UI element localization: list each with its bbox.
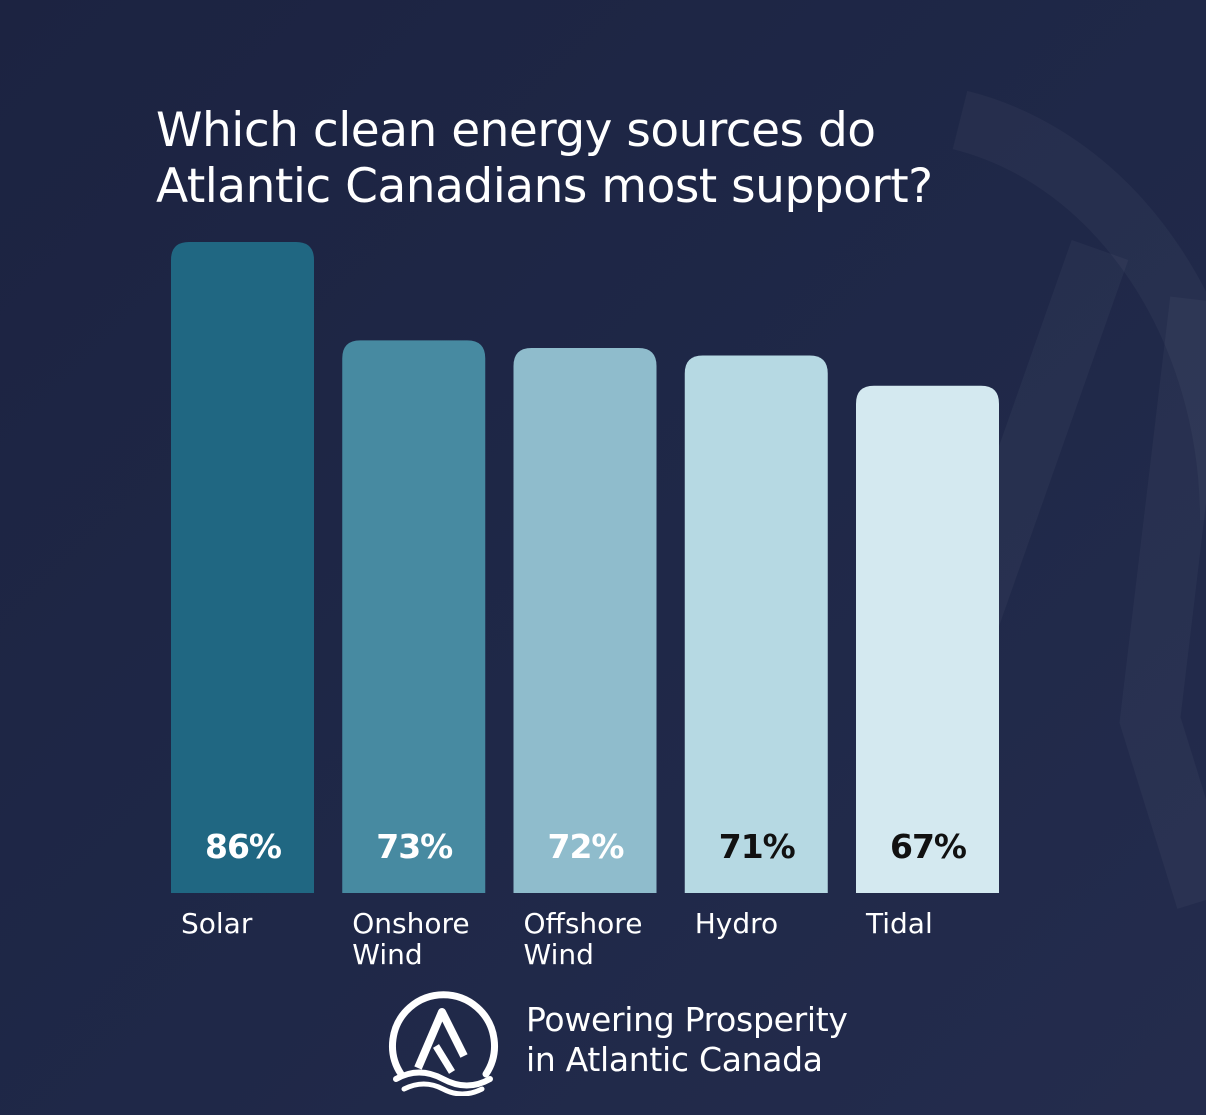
chart-title-line-1: Which clean energy sources do — [156, 103, 876, 158]
bar-value-label: 72% — [548, 827, 625, 866]
bar-value-label: 67% — [890, 827, 967, 866]
footer-line-2: in Atlantic Canada — [526, 1040, 823, 1079]
bar-value-label: 86% — [205, 827, 282, 866]
category-label: Solar — [181, 907, 253, 940]
category-label: Hydro — [695, 907, 778, 940]
bar-solar — [171, 241, 314, 894]
category-label: Tidal — [865, 907, 933, 940]
bar-onshore-wind — [342, 340, 486, 893]
category-label: Onshore Wind — [352, 907, 469, 971]
footer-brand-text: Powering Prosperity in Atlantic Canada — [526, 1000, 848, 1080]
category-label: Offshore Wind — [524, 907, 643, 971]
bar-offshore-wind — [513, 347, 657, 894]
bar-tidal — [856, 385, 999, 893]
bar-value-label: 71% — [719, 827, 796, 866]
footer-line-1: Powering Prosperity — [526, 1000, 848, 1039]
mountain-wave-logo-icon — [389, 991, 498, 1096]
chart-title-line-2: Atlantic Canadians most support? — [156, 159, 933, 214]
chart-title: Which clean energy sources do Atlantic C… — [156, 103, 1056, 215]
bar-value-label: 73% — [376, 827, 453, 866]
bar-hydro — [684, 355, 828, 893]
